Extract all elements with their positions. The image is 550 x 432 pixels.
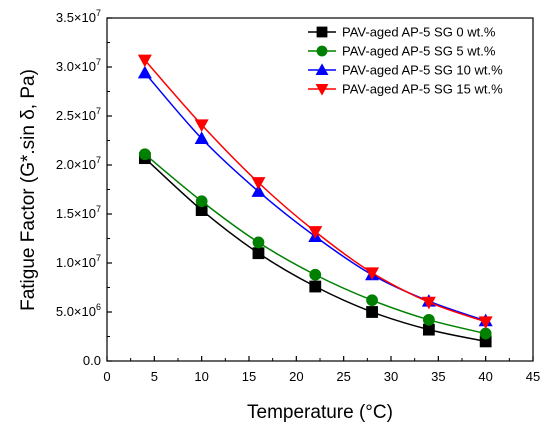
x-tick-label: 40	[478, 369, 492, 384]
legend-entry: PAV-aged AP-5 SG 10 wt.%	[308, 63, 503, 78]
x-axis-title: Temperature (°C)	[247, 402, 393, 423]
data-point	[422, 313, 435, 326]
data-point	[138, 148, 151, 161]
x-tick-label: 0	[103, 369, 110, 384]
legend-label: PAV-aged AP-5 SG 15 wt.%	[342, 82, 503, 97]
x-tick-label: 15	[242, 369, 256, 384]
y-tick-label: 2.5×107	[56, 106, 101, 123]
data-point	[421, 296, 436, 310]
legend-marker	[315, 63, 329, 75]
y-tick-label: 3.5×107	[56, 8, 101, 25]
legend-entry: PAV-aged AP-5 SG 15 wt.%	[308, 82, 503, 97]
data-point	[251, 184, 266, 197]
x-tick-label: 25	[336, 369, 350, 384]
legend-label: PAV-aged AP-5 SG 10 wt.%	[342, 63, 503, 78]
legend-entry: PAV-aged AP-5 SG 5 wt.%	[308, 44, 496, 59]
data-point	[365, 267, 380, 280]
data-point	[366, 306, 378, 318]
y-tick-label: 1.0×107	[56, 253, 101, 270]
data-point	[252, 247, 265, 260]
x-axis-ticks: 0 5 10 15 20 25 30 35 40 45	[103, 356, 540, 384]
data-point	[309, 268, 322, 281]
y-tick-label: 0.0	[83, 353, 101, 368]
data-point	[137, 65, 152, 79]
x-tick-label: 30	[384, 369, 398, 384]
data-point	[194, 131, 209, 145]
data-point	[194, 119, 209, 132]
x-tick-label: 5	[151, 369, 158, 384]
data-point	[252, 236, 265, 249]
data-point	[478, 316, 493, 329]
data-point	[308, 226, 323, 239]
data-point	[195, 195, 208, 208]
data-point	[366, 294, 378, 307]
legend-label: PAV-aged AP-5 SG 5 wt.%	[342, 44, 496, 59]
series-line	[144, 157, 486, 343]
x-tick-label: 20	[289, 369, 303, 384]
y-axis-title: Fatigue Factor (G*.sin δ, Pa)	[18, 69, 39, 311]
legend-entry: PAV-aged AP-5 SG 0 wt.%	[308, 25, 496, 40]
legend-marker	[316, 45, 328, 57]
y-tick-label: 3.0×107	[56, 57, 101, 74]
legend-marker	[315, 84, 329, 96]
data-point	[479, 327, 492, 340]
x-tick-label: 35	[431, 369, 445, 384]
y-tick-label: 1.5×107	[56, 204, 101, 221]
legend-label: PAV-aged AP-5 SG 0 wt.%	[342, 25, 496, 40]
data-point	[137, 54, 152, 68]
data-point	[251, 177, 266, 190]
x-tick-label: 10	[194, 369, 208, 384]
y-axis-ticks: 0.0 5.0×106 1.0×107 1.5×107 2.0×107 2.5×107 3.…	[56, 8, 112, 368]
legend: PAV-aged AP-5 SG 0 wt.% PAV-aged AP-5 SG …	[308, 25, 503, 97]
data-point	[422, 323, 435, 336]
y-tick-label: 2.0×107	[56, 155, 101, 172]
data-point	[309, 280, 322, 293]
series-layer	[137, 54, 493, 348]
y-tick-label: 5.0×106	[56, 302, 101, 319]
x-tick-label: 45	[526, 369, 540, 384]
legend-marker	[316, 26, 328, 38]
